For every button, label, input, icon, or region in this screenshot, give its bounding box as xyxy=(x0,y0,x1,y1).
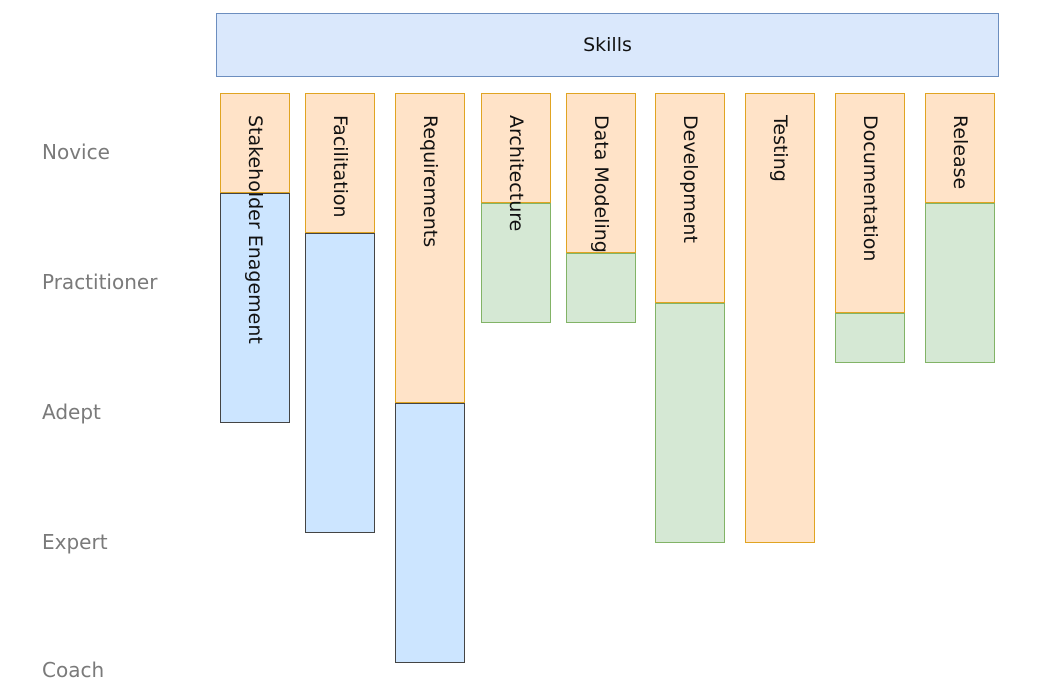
level-coach: Coach xyxy=(42,658,105,682)
skill-label-box xyxy=(305,93,375,233)
skill-label-box xyxy=(481,93,551,203)
skill-level-bar xyxy=(655,303,725,543)
skill-level-bar xyxy=(925,203,995,363)
skill-label-box xyxy=(655,93,725,303)
skill-level-bar xyxy=(481,203,551,323)
skill-label-box xyxy=(745,93,815,543)
skill-name: Data Modeling xyxy=(590,115,612,253)
skill-name: Architecture xyxy=(505,115,527,232)
level-expert: Expert xyxy=(42,530,108,554)
skill-level-bar xyxy=(835,313,905,363)
skill-label-box xyxy=(925,93,995,203)
skills-header: Skills xyxy=(216,13,999,77)
skill-level-bar xyxy=(395,403,465,663)
skill-name: Stakeholder Enagement xyxy=(244,115,266,344)
skill-name: Development xyxy=(679,115,701,243)
skill-label-box xyxy=(395,93,465,403)
level-adept: Adept xyxy=(42,400,101,424)
skill-name: Requirements xyxy=(419,115,441,248)
skill-name: Documentation xyxy=(859,115,881,262)
skill-name: Facilitation xyxy=(329,115,351,218)
level-novice: Novice xyxy=(42,140,110,164)
skill-label-box xyxy=(220,93,290,193)
skill-level-bar xyxy=(305,233,375,533)
skill-label-box xyxy=(566,93,636,253)
skills-header-title: Skills xyxy=(583,34,632,56)
level-practitioner: Practitioner xyxy=(42,270,158,294)
skill-name: Release xyxy=(949,115,971,190)
skill-level-bar xyxy=(220,193,290,423)
skill-label-box xyxy=(835,93,905,313)
skill-name: Testing xyxy=(769,115,791,182)
skill-level-bar xyxy=(566,253,636,323)
